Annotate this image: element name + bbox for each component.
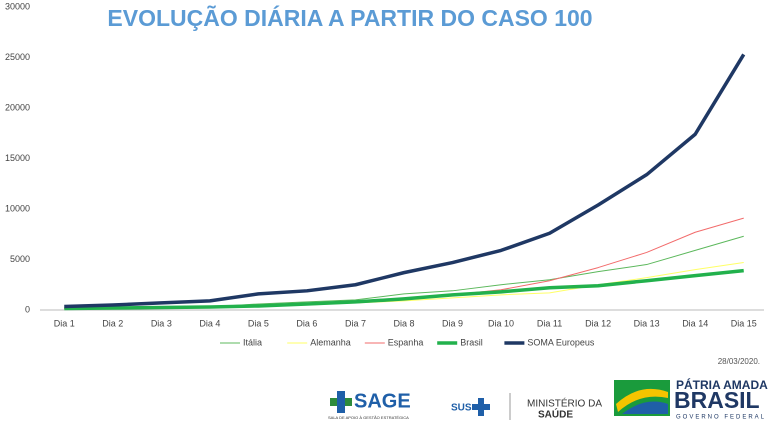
y-tick-label: 5000 [10,254,30,264]
x-tick-label: Dia 6 [296,318,317,328]
x-tick-label: Dia 13 [634,318,660,328]
y-tick-label: 0 [25,304,30,314]
logo-shape [478,398,484,416]
series-line [64,53,746,309]
gov-text: BRASIL [674,387,760,413]
x-tick-label: Dia 5 [248,318,269,328]
logo-shape [337,391,345,413]
ministry-text: SAÚDE [538,408,573,421]
sage-text: SAGE [354,390,411,412]
x-tick-label: Dia 15 [731,318,757,328]
x-tick-label: Dia 8 [393,318,414,328]
x-tick-label: Dia 4 [199,318,220,328]
legend-label: Alemanha [310,337,351,347]
x-tick-label: Dia 1 [54,318,75,328]
ministry-text: MINISTÉRIO DA [527,397,602,410]
sage-logo: SAGE SALA DE APOIO À GESTÃO ESTRATÉGICA [328,390,411,420]
legend-label: Itália [243,337,262,347]
date: 28/03/2020. [718,357,760,366]
sus-text: SUS [451,403,472,414]
gov-logo: PÁTRIA AMADA BRASIL GOVERNO FEDERAL [614,377,768,421]
legend-label: SOMA Europeus [527,337,595,347]
series-line [64,268,744,311]
x-tick-label: Dia 3 [151,318,172,328]
y-tick-label: 15000 [5,153,30,163]
x-tick-label: Dia 9 [442,318,463,328]
y-tick-label: 25000 [5,52,30,62]
logo-shape [622,401,668,414]
chart-title: EVOLUÇÃO DIÁRIA A PARTIR DO CASO 100 [107,4,592,31]
x-tick-label: Dia 12 [585,318,611,328]
legend-label: Brasil [460,337,483,347]
logo-shape [616,388,668,412]
y-tick-label: 20000 [5,102,30,112]
sage-sub: SALA DE APOIO À GESTÃO ESTRATÉGICA [328,415,409,420]
x-tick-label: Dia 2 [102,318,123,328]
x-tick-label: Dia 10 [488,318,514,328]
x-tick-label: Dia 14 [682,318,708,328]
gov-text: GOVERNO FEDERAL [676,415,766,421]
series-line [64,217,744,309]
x-tick-label: Dia 11 [537,318,562,328]
y-tick-label: 10000 [5,203,30,213]
gov-text: PÁTRIA AMADA [676,377,768,392]
sus-logo: SUS MINISTÉRIO DA SAÚDE [451,393,602,421]
x-tick-label: Dia 7 [345,318,366,328]
legend-label: Espanha [388,337,424,347]
y-tick-label: 30000 [5,1,30,11]
